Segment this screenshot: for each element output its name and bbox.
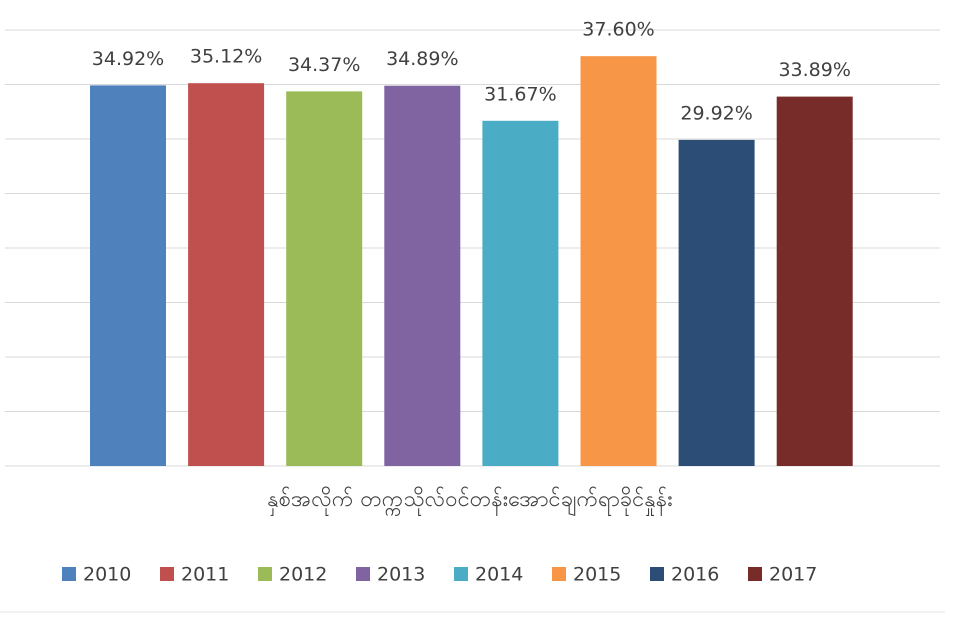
legend-swatch bbox=[454, 567, 468, 581]
bar bbox=[286, 91, 363, 466]
legend-swatch bbox=[552, 567, 566, 581]
data-label: 34.37% bbox=[288, 54, 360, 76]
bar bbox=[776, 96, 853, 466]
bar bbox=[384, 85, 461, 466]
legend-label: 2014 bbox=[475, 564, 523, 586]
data-label: 37.60% bbox=[582, 19, 654, 41]
legend-swatch bbox=[160, 567, 174, 581]
data-label: 35.12% bbox=[190, 46, 262, 68]
data-label: 31.67% bbox=[484, 83, 556, 105]
bar bbox=[188, 83, 265, 466]
bar bbox=[482, 120, 559, 466]
legend-label: 2015 bbox=[573, 564, 621, 586]
legend-swatch bbox=[356, 567, 370, 581]
legend-swatch bbox=[258, 567, 272, 581]
legend-swatch bbox=[650, 567, 664, 581]
legend-label: 2013 bbox=[377, 564, 425, 586]
legend-swatch bbox=[748, 567, 762, 581]
legend-label: 2016 bbox=[671, 564, 719, 586]
legend-label: 2012 bbox=[279, 564, 327, 586]
legend-label: 2017 bbox=[769, 564, 817, 586]
data-label: 34.89% bbox=[386, 48, 458, 70]
data-label: 29.92% bbox=[680, 102, 752, 124]
bar bbox=[678, 139, 755, 466]
legend-label: 2011 bbox=[181, 564, 229, 586]
data-label: 34.92% bbox=[92, 48, 164, 70]
bar bbox=[580, 56, 657, 466]
legend-swatch bbox=[62, 567, 76, 581]
x-axis-label: နှစ်အလိုက် တက္ကသိုလ်ဝင်တန်းအောင်ချက်ရာခိ… bbox=[267, 486, 672, 517]
bar bbox=[90, 85, 166, 466]
data-label: 33.89% bbox=[778, 59, 850, 81]
legend-label: 2010 bbox=[83, 564, 131, 586]
